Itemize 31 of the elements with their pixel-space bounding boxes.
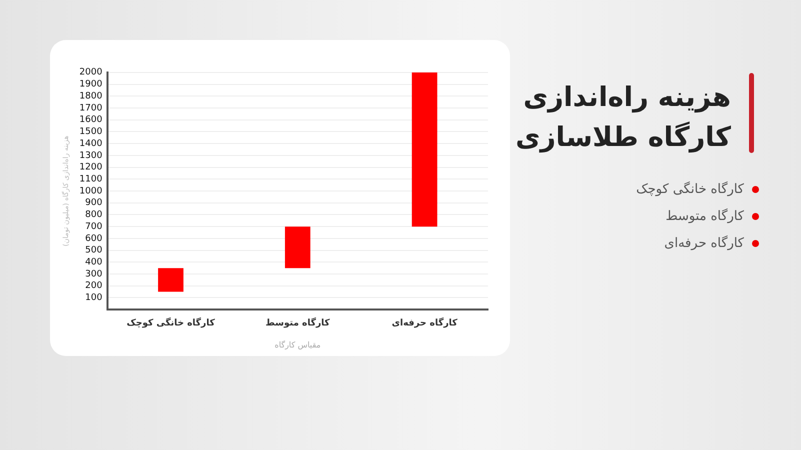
y-tick-label: 1100 (79, 174, 103, 184)
y-tick-label: 1200 (79, 162, 103, 173)
x-axis-title: مقیاس کارگاه (274, 339, 321, 350)
y-tick-label: 800 (85, 210, 103, 220)
y-tick-label: 1900 (79, 80, 103, 90)
x-tick-label: کارگاه حرفه‌ای (392, 316, 458, 328)
y-tick-label: 1600 (79, 115, 103, 126)
y-tick-label: 1500 (79, 127, 103, 138)
y-tick-label: 1400 (79, 138, 103, 149)
text: کارگاه متوسط (666, 209, 744, 224)
y-tick-label: 500 (85, 246, 103, 256)
y-tick-label: 1300 (79, 150, 103, 161)
y-tick-label: 2000 (79, 68, 103, 78)
bar (412, 72, 438, 227)
text: کارگاه حرفه‌ای (664, 236, 744, 251)
y-tick-label: 1700 (79, 103, 103, 114)
y-tick-label: 300 (85, 269, 103, 280)
bar (284, 226, 310, 268)
y-tick-label: 1800 (79, 91, 103, 102)
y-tick-label: 400 (85, 258, 103, 268)
y-tick-label: 100 (85, 293, 103, 304)
text: هزینه راه‌اندازی کارگاه طلاسازی (514, 81, 731, 155)
x-tick-label: کارگاه خانگی کوچک (126, 316, 216, 328)
bar (158, 268, 184, 292)
y-tick-label: 1000 (79, 186, 103, 196)
y-tick-label: 900 (85, 198, 103, 208)
x-tick-label: کارگاه متوسط (266, 316, 331, 328)
text: کارگاه خانگی کوچک (636, 182, 744, 197)
y-tick-label: 200 (85, 281, 103, 292)
y-tick-label: 700 (85, 222, 103, 232)
y-tick-label: 600 (85, 234, 103, 244)
